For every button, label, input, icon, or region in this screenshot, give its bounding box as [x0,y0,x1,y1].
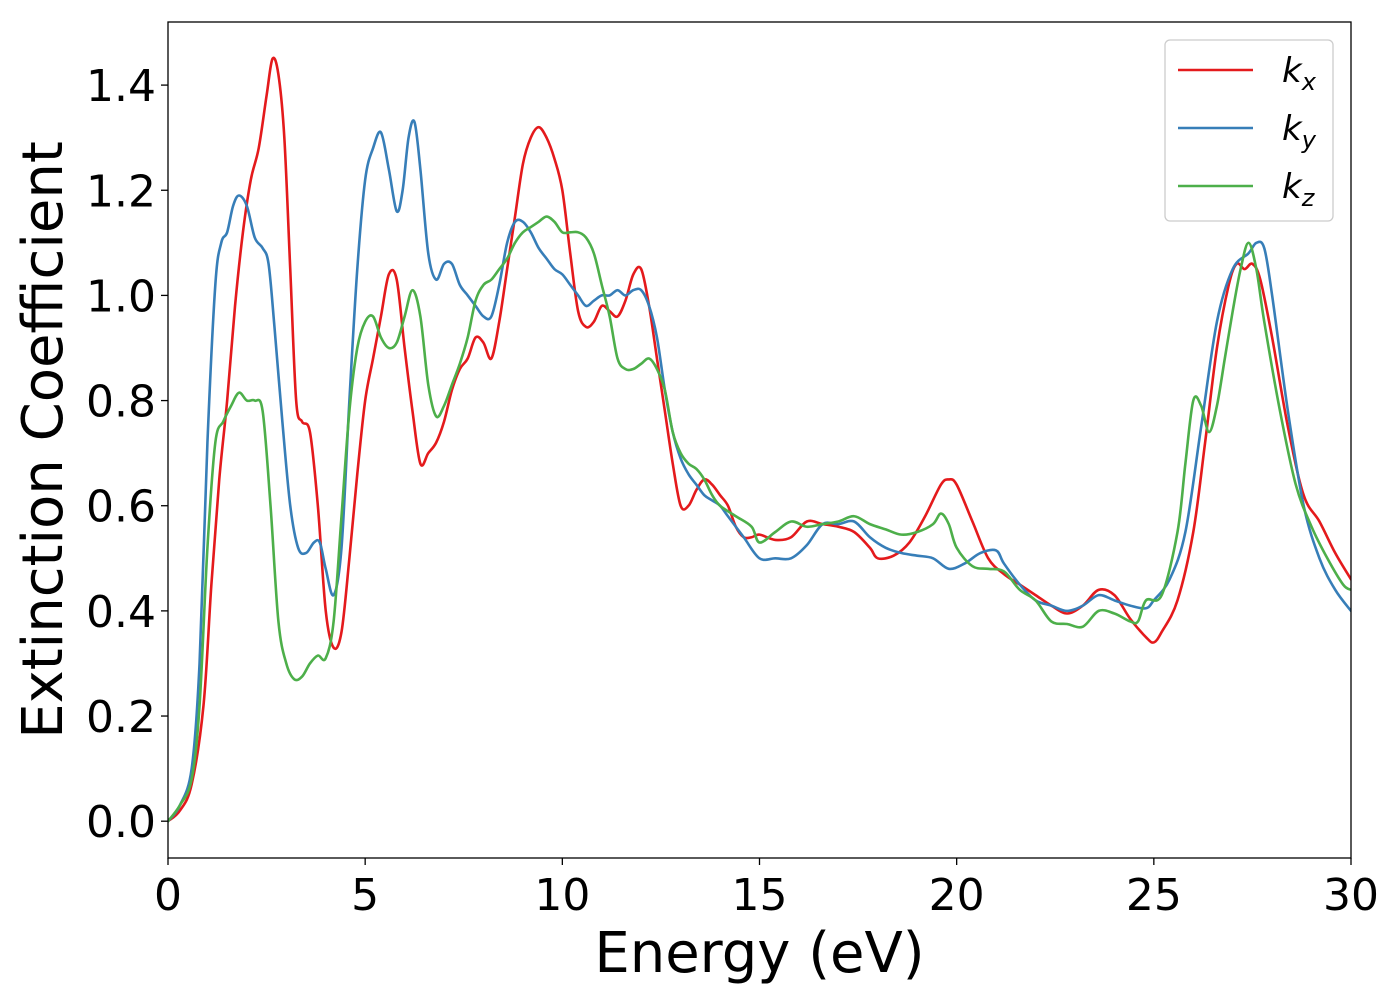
x-axis: 0 5 10 15 20 25 30 [154,858,1379,921]
y-tick-label: 0.8 [86,377,156,428]
x-tick-label: 0 [154,870,182,921]
x-tick-label: 10 [534,870,590,921]
x-tick-label: 25 [1126,870,1182,921]
legend-label-main: k [1282,167,1303,207]
series-line-kz [168,215,1351,823]
legend-label-subscript: y [1301,126,1317,154]
y-tick-label: 1.4 [86,61,156,112]
y-tick-label: 0.6 [86,482,156,533]
legend-label-main: k [1282,109,1303,149]
y-tick-label: 0.0 [86,797,156,848]
series-line-kx [168,56,1351,823]
y-tick-label: 0.4 [86,587,156,638]
y-axis: 0.0 0.2 0.4 0.6 0.8 1.0 1.2 1.4 [86,61,168,848]
y-tick-label: 0.2 [86,692,156,743]
legend-label-main: k [1282,51,1303,91]
x-axis-label: Energy (eV) [594,921,924,986]
legend-label-subscript: z [1301,184,1316,212]
x-tick-label: 20 [929,870,985,921]
legend-label-subscript: x [1301,68,1317,96]
y-tick-label: 1.2 [86,166,156,217]
legend-label: kx [1282,51,1317,96]
series-lines [168,56,1351,823]
x-tick-label: 5 [351,870,379,921]
x-tick-label: 15 [732,870,788,921]
y-axis-label: Extinction Coefficient [11,141,76,739]
legend-label: kz [1282,167,1316,212]
legend-frame [1164,39,1334,222]
y-tick-label: 1.0 [86,271,156,322]
series-line-ky [168,119,1351,823]
x-tick-label: 30 [1323,870,1379,921]
legend-label: ky [1282,109,1317,154]
